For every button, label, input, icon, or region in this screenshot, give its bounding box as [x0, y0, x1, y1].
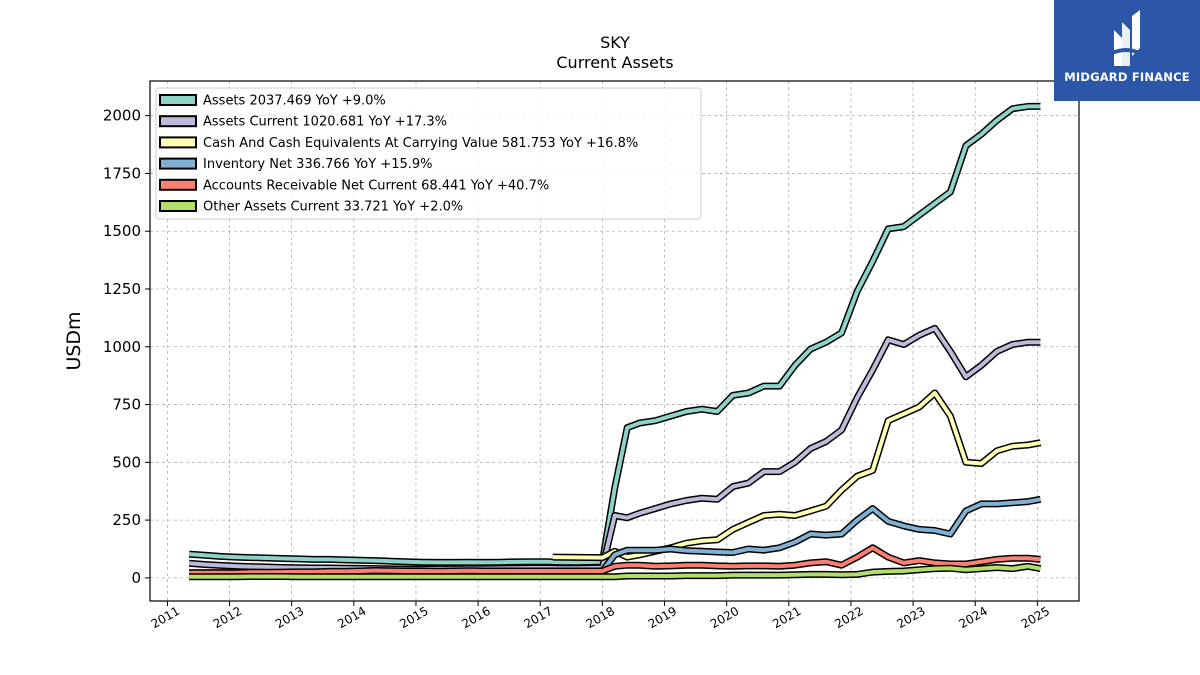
x-tick-label: 2020 [708, 604, 741, 631]
y-tick-label: 250 [112, 511, 141, 529]
legend-label: Assets Current 1020.681 YoY +17.3% [203, 115, 447, 130]
x-tick-label: 2022 [832, 604, 865, 631]
x-tick-label: 2021 [770, 604, 803, 631]
x-tick-label: 2023 [894, 604, 927, 631]
x-tick-label: 2013 [273, 604, 306, 631]
y-tick-label: 1750 [103, 164, 141, 182]
series-line [189, 545, 1041, 575]
series-line-outline [552, 389, 1042, 562]
y-tick-label: 1250 [103, 280, 141, 298]
legend-label: Accounts Receivable Net Current 68.441 Y… [203, 178, 549, 193]
legend-swatch [159, 178, 197, 191]
midgard-logo-icon [1110, 10, 1142, 66]
x-tick-label: 2012 [211, 604, 244, 631]
legend-label: Cash And Cash Equivalents At Carrying Va… [203, 136, 638, 151]
legend-swatch [159, 157, 197, 170]
y-tick-label: 500 [112, 453, 141, 471]
y-tick-label: 750 [112, 396, 141, 414]
x-tick-label: 2025 [1019, 604, 1052, 631]
chart-subtitle: Current Assets [556, 53, 673, 72]
midgard-finance-logo: MIDGARD FINANCE [1054, 0, 1200, 101]
y-axis-label: USDm [63, 311, 85, 370]
series-lines [188, 102, 1042, 581]
legend-swatch [159, 115, 197, 128]
x-tick-label: 2018 [584, 604, 617, 631]
x-tick-label: 2024 [956, 604, 989, 631]
chart-title: SKY [600, 33, 630, 52]
legend-box [155, 87, 702, 220]
x-tick-label: 2017 [522, 604, 555, 631]
series-line [189, 564, 1041, 579]
x-tick-label: 2015 [397, 604, 430, 631]
series-line [552, 391, 1041, 560]
y-tick-label: 1000 [103, 338, 141, 356]
legend: Assets 2037.469 YoY +9.0% Assets Current … [155, 87, 702, 220]
legend-label: Other Assets Current 33.721 YoY +2.0% [203, 200, 463, 215]
x-tick-label: 2014 [335, 604, 368, 631]
legend-label: Inventory Net 336.766 YoY +15.9% [203, 157, 433, 172]
y-tick-label: 0 [131, 569, 141, 587]
legend-swatch [159, 94, 197, 106]
x-tick-label: 2011 [149, 604, 182, 631]
logo-name: MIDGARD FINANCE [1064, 70, 1190, 84]
legend-swatch [159, 200, 197, 212]
legend-swatch [159, 136, 197, 149]
series-line [188, 104, 1041, 565]
x-tick-label: 2019 [646, 604, 679, 631]
y-tick-label: 1500 [103, 222, 141, 240]
x-tick-label: 2016 [459, 604, 492, 631]
plot-frame [149, 80, 1080, 602]
legend-label: Assets 2037.469 YoY +9.0% [203, 94, 386, 109]
y-tick-label: 2000 [103, 107, 141, 125]
